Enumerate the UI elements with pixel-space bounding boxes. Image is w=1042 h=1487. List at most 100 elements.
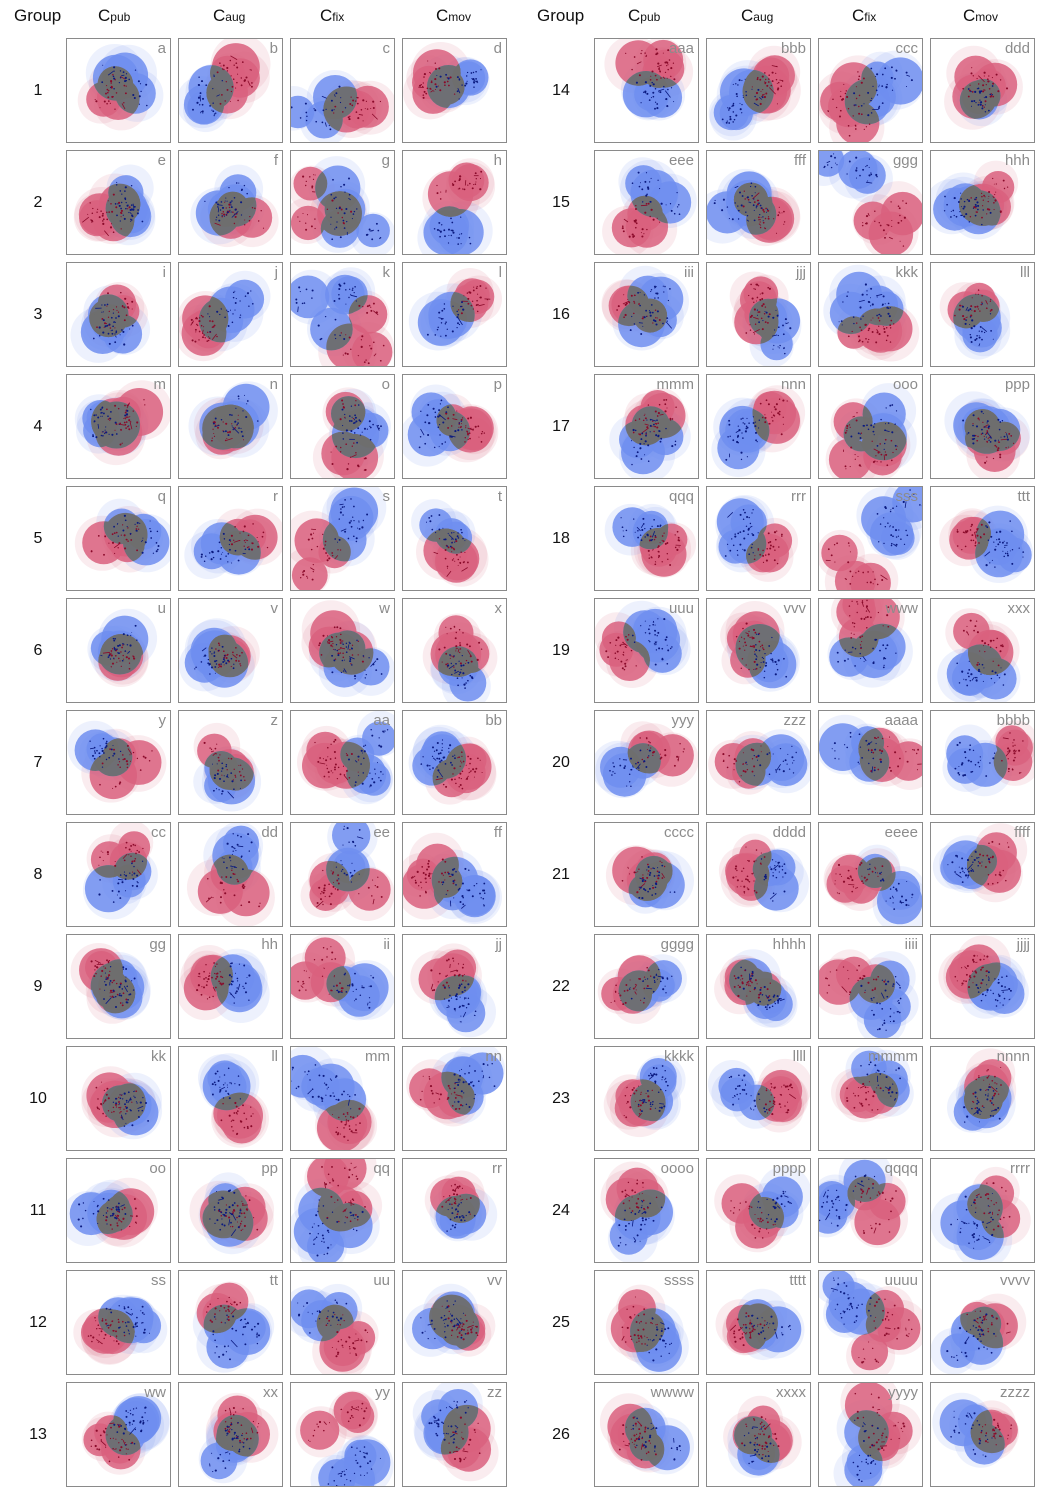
panel-label: ww [144,1384,166,1401]
group-number: 4 [23,418,53,436]
panel-label: xx [263,1384,278,1401]
panel-label: tt [270,1272,278,1289]
column-header-pub: Cpub [628,6,660,26]
cluster-panel: c [290,38,395,143]
panel-label: k [383,264,391,281]
panel-label: w [379,600,390,617]
panel-label: sss [896,488,919,505]
cluster-panel: xxx [930,598,1035,703]
cluster-plot [403,935,507,1039]
cluster-panel: s [290,486,395,591]
panel-label: nnn [781,376,806,393]
blue-blob [301,1068,339,1106]
panel-label: f [274,152,278,169]
panel-label: fff [794,152,806,169]
cluster-panel: ii [290,934,395,1039]
panel-label: r [273,488,278,505]
group-number: 1 [23,82,53,100]
panel-label: ss [151,1272,166,1289]
group-number: 24 [546,1202,576,1220]
panel-label: jj [495,936,502,953]
cluster-panel: hh [178,934,283,1039]
cluster-panel: ppp [930,374,1035,479]
cluster-panel: f [178,150,283,255]
column-header-main: Group [537,6,584,25]
cluster-panel: rrrr [930,1158,1035,1263]
group-number: 13 [23,1426,53,1444]
blue-blob [344,1439,391,1486]
column-header-pub: Cpub [98,6,130,26]
cluster-panel: mmm [594,374,699,479]
blue-blob [864,1001,902,1039]
cluster-panel: fff [706,150,811,255]
panel-label: aaa [669,40,694,57]
panel-label: gggg [661,936,694,953]
group-number: 18 [546,530,576,548]
column-header-main: Group [14,6,61,25]
panel-label: ssss [664,1272,694,1289]
panel-label: s [383,488,391,505]
group-number: 19 [546,642,576,660]
panel-label: aaaa [885,712,918,729]
cluster-panel: u [66,598,171,703]
cluster-panel: mmmm [818,1046,923,1151]
cluster-panel: lll [930,262,1035,367]
cluster-panel: a [66,38,171,143]
cluster-plot [403,823,507,927]
panel-label: oooo [661,1160,694,1177]
cluster-panel: tttt [706,1270,811,1375]
column-header-mov: Cmov [436,6,471,26]
cluster-plot [67,151,171,255]
cluster-panel: mm [290,1046,395,1151]
cluster-panel: zzzz [930,1382,1035,1487]
panel-label: wwww [651,1384,694,1401]
cluster-panel: x [402,598,507,703]
group-number: 17 [546,418,576,436]
cluster-panel: yyy [594,710,699,815]
cluster-panel: zzz [706,710,811,815]
panel-label: qqq [669,488,694,505]
panel-label: c [383,40,391,57]
cluster-panel: g [290,150,395,255]
blue-blob [870,512,914,556]
panel-label: rrrr [1010,1160,1030,1177]
cluster-panel: d [402,38,507,143]
column-header-subscript: mov [975,10,998,24]
cluster-panel: oooo [594,1158,699,1263]
panel-label: bbbb [997,712,1030,729]
cluster-panel: tt [178,1270,283,1375]
cluster-panel: oo [66,1158,171,1263]
cluster-panel: pp [178,1158,283,1263]
cluster-panel: ccc [818,38,923,143]
red-blob [821,535,857,571]
cluster-plot [179,1271,283,1375]
cluster-panel: ff [402,822,507,927]
column-header-main: C [436,6,448,25]
column-header-subscript: fix [864,10,876,24]
cluster-panel: wwww [594,1382,699,1487]
group-number: 21 [546,866,576,884]
cluster-panel: cc [66,822,171,927]
panel-label: ttt [1017,488,1030,505]
column-header-mov: Cmov [963,6,998,26]
panel-label: vv [487,1272,502,1289]
cluster-plot [179,1047,283,1151]
blue-blob [225,280,264,319]
cluster-plot [291,263,395,367]
cluster-panel: yyyy [818,1382,923,1487]
blue-blob [718,1068,754,1104]
column-header-main: C [320,6,332,25]
cluster-panel: ssss [594,1270,699,1375]
column-header-subscript: fix [332,10,344,24]
cluster-panel: jjj [706,262,811,367]
cluster-plot [291,935,395,1039]
panel-label: yyyy [888,1384,918,1401]
panel-label: qqqq [885,1160,918,1177]
cluster-panel: h [402,150,507,255]
cluster-panel: p [402,374,507,479]
group-number: 7 [23,754,53,772]
panel-label: uuuu [885,1272,918,1289]
panel-label: jjj [796,264,806,281]
cluster-plot [179,39,283,143]
cluster-panel: qq [290,1158,395,1263]
